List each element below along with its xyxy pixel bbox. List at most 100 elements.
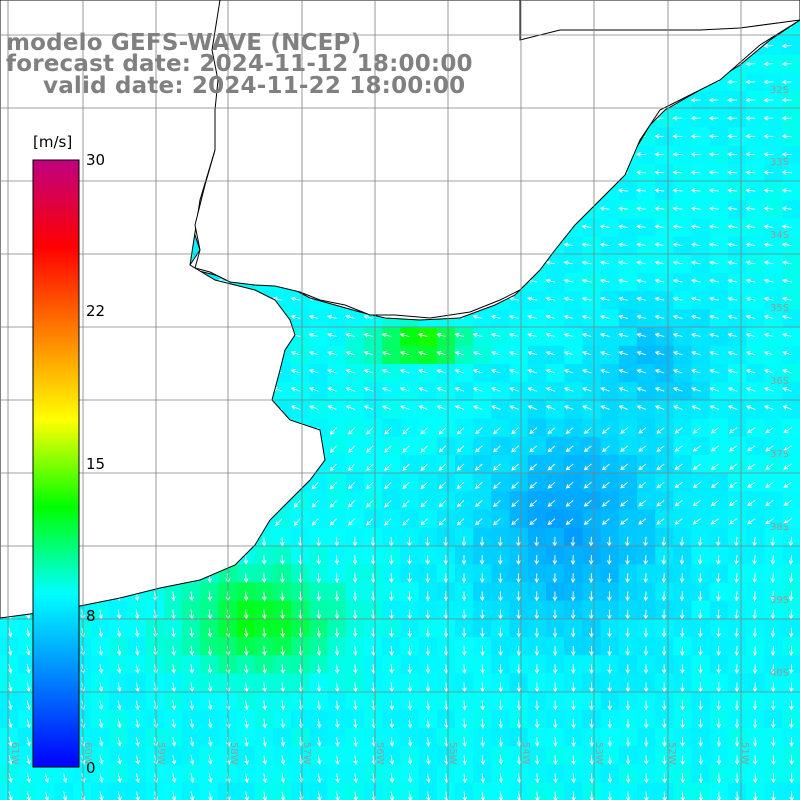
lon-label: 60W xyxy=(82,742,93,765)
lon-label: 61W xyxy=(9,742,20,765)
wind-arrow xyxy=(508,296,519,302)
wind-cell xyxy=(746,72,765,92)
wind-cell xyxy=(418,436,438,456)
wind-arrow xyxy=(327,369,337,374)
wind-arrow xyxy=(599,242,610,247)
wind-arrow xyxy=(636,369,647,374)
wind-cell xyxy=(673,145,693,165)
wind-arrow xyxy=(389,736,395,747)
wind-arrow xyxy=(710,427,720,434)
wind-cell xyxy=(382,345,401,365)
wind-arrow xyxy=(552,573,558,584)
wind-cell xyxy=(600,200,620,219)
wind-arrow xyxy=(643,573,648,584)
wind-arrow xyxy=(600,387,610,392)
wind-arrow xyxy=(26,755,31,765)
wind-arrow xyxy=(171,736,177,747)
wind-arrow xyxy=(280,773,286,784)
wind-arrow xyxy=(309,387,319,392)
wind-arrow xyxy=(691,350,701,356)
wind-arrow xyxy=(134,627,140,638)
wind-arrow xyxy=(327,405,337,410)
wind-arrow xyxy=(171,791,177,800)
wind-cell xyxy=(509,509,529,529)
wind-arrow xyxy=(734,627,739,638)
wind-arrow xyxy=(436,387,446,392)
wind-cell xyxy=(673,345,693,365)
wind-arrow xyxy=(418,350,428,356)
colorbar-ramp xyxy=(32,159,80,768)
wind-arrow xyxy=(589,627,594,638)
wind-arrow xyxy=(527,369,537,374)
wind-arrow xyxy=(690,151,701,157)
wind-arrow xyxy=(334,554,340,565)
wind-arrow xyxy=(571,682,576,693)
wind-arrow xyxy=(661,645,667,656)
wind-arrow xyxy=(511,518,519,526)
wind-arrow xyxy=(407,773,413,784)
wind-arrow xyxy=(636,170,647,175)
wind-cell xyxy=(782,782,800,800)
wind-arrow xyxy=(516,718,522,729)
wind-arrow xyxy=(480,755,486,766)
wind-cell xyxy=(728,127,747,147)
wind-cell xyxy=(746,364,765,383)
wind-cell xyxy=(182,782,201,800)
wind-cell xyxy=(364,382,383,401)
wind-arrow xyxy=(26,645,31,656)
wind-arrow xyxy=(316,718,322,729)
wind-arrow xyxy=(581,369,592,374)
wind-arrow xyxy=(293,500,301,508)
wind-cell xyxy=(600,418,620,438)
wind-arrow xyxy=(335,718,340,729)
wind-arrow xyxy=(26,773,31,784)
wind-arrow xyxy=(472,405,483,410)
wind-arrow xyxy=(316,700,322,711)
wind-arrow xyxy=(563,260,574,266)
wind-cell xyxy=(673,436,693,456)
lon-label: 57W xyxy=(301,742,312,765)
wind-arrow xyxy=(781,97,792,103)
wind-arrow xyxy=(698,755,704,766)
wind-arrow xyxy=(498,773,504,784)
wind-cell xyxy=(728,200,747,219)
wind-cell xyxy=(527,382,547,401)
wind-cell xyxy=(618,309,638,329)
wind-arrow xyxy=(290,387,301,392)
wind-arrow xyxy=(765,481,774,488)
wind-arrow xyxy=(207,609,213,620)
wind-arrow xyxy=(474,518,483,526)
wind-arrow xyxy=(244,755,249,766)
wind-cell xyxy=(345,509,365,529)
wind-cell xyxy=(291,782,310,800)
wind-arrow xyxy=(716,700,722,711)
wind-cell xyxy=(618,200,638,219)
lon-label: 55W xyxy=(447,742,458,765)
wind-arrow xyxy=(709,350,719,356)
wind-cell xyxy=(691,782,711,800)
wind-arrow xyxy=(672,170,683,175)
wind-arrow xyxy=(402,445,410,453)
wind-arrow xyxy=(570,645,576,656)
colorbar-tick-15: 15 xyxy=(86,455,106,473)
wind-cell xyxy=(418,364,438,383)
wind-cell xyxy=(746,309,765,329)
wind-arrow xyxy=(745,79,756,85)
wind-arrow xyxy=(407,791,413,800)
wind-arrow xyxy=(563,314,574,320)
wind-cell xyxy=(546,418,565,438)
wind-arrow xyxy=(347,463,356,472)
wind-arrow xyxy=(607,664,612,675)
wind-arrow xyxy=(516,682,522,693)
wind-arrow xyxy=(708,224,719,229)
wind-cell xyxy=(400,491,420,511)
wind-arrow xyxy=(552,664,558,675)
wind-cell xyxy=(291,364,310,383)
wind-cell xyxy=(546,309,565,329)
wind-arrow xyxy=(734,700,740,711)
wind-arrow xyxy=(353,736,358,747)
wind-arrow xyxy=(407,554,412,565)
wind-arrow xyxy=(329,463,337,472)
wind-cell xyxy=(418,509,438,529)
wind-cell xyxy=(564,436,583,456)
